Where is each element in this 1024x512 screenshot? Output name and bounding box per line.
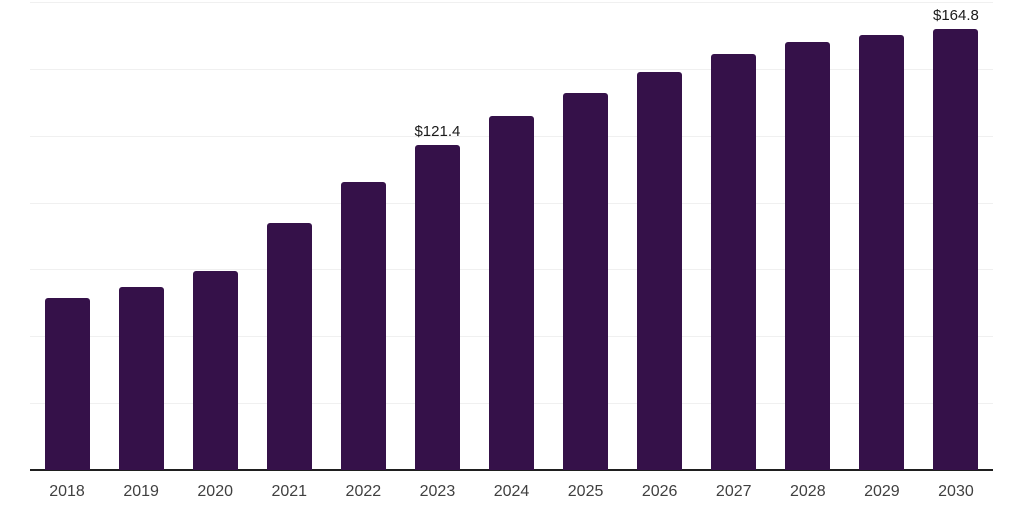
gridline-150	[30, 68, 993, 70]
x-tick-label-2029: 2029	[864, 483, 900, 500]
x-tick-label-2030: 2030	[938, 483, 974, 500]
x-tick-label-2024: 2024	[493, 483, 530, 500]
data-label-2030: $164.8	[933, 7, 979, 25]
x-tick-label-2026: 2026	[641, 483, 678, 500]
bar-2021	[266, 222, 312, 470]
x-tick-label-2028: 2028	[790, 483, 826, 500]
x-tick-label-2020: 2020	[197, 483, 233, 500]
x-tick-label-2025: 2025	[567, 483, 604, 500]
bar-2026	[637, 72, 683, 470]
bar-2030	[933, 29, 979, 470]
data-label-2023: $121.4	[414, 123, 461, 141]
bar-2024	[489, 115, 534, 470]
bar-2028	[785, 42, 831, 470]
x-tick-label-2019: 2019	[123, 483, 159, 500]
x-axis-line	[30, 469, 993, 471]
x-tick-label-2023: 2023	[419, 483, 456, 500]
bar-2029	[859, 35, 905, 470]
gridline-175	[30, 2, 993, 3]
bar-2023	[414, 145, 460, 470]
x-tick-label-2021: 2021	[271, 483, 308, 500]
bar-2018	[44, 298, 90, 470]
bar-2020	[192, 270, 238, 470]
bar-2027	[711, 54, 757, 470]
x-tick-label-2027: 2027	[715, 483, 752, 500]
bar-2019	[118, 286, 164, 470]
bar-2022	[340, 181, 386, 470]
x-tick-label-2022: 2022	[345, 483, 382, 500]
x-tick-label-2018: 2018	[49, 483, 85, 500]
bar-2025	[563, 92, 609, 470]
